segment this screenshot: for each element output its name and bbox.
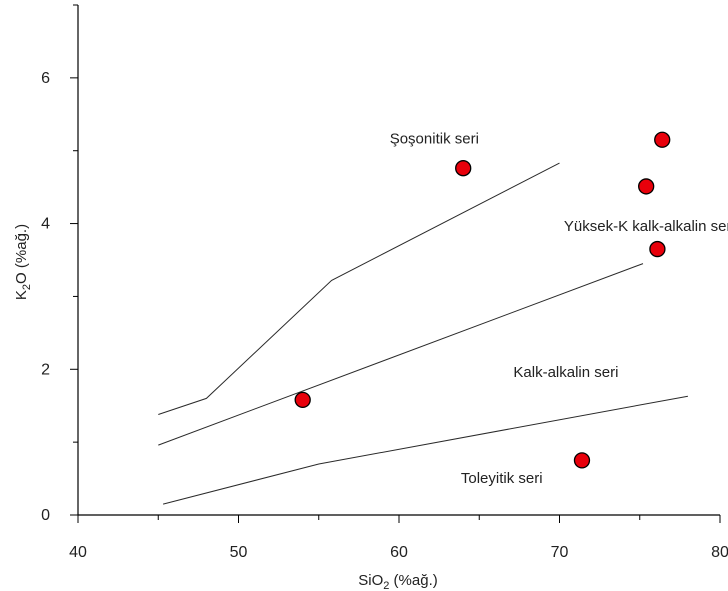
sample-point <box>638 178 655 195</box>
sample-point <box>573 452 591 469</box>
axes: 40 50 60 70 80 0 2 4 6 <box>41 4 728 561</box>
field-label: Yüksek-K kalk-alkalin seri <box>564 218 728 235</box>
y-tick-label: 4 <box>41 216 50 233</box>
x-tick-label: 80 <box>711 544 728 561</box>
sample-points <box>294 131 671 469</box>
series-boundary-lines <box>158 162 688 505</box>
y-tick-label: 6 <box>41 70 50 87</box>
sample-point <box>654 131 671 148</box>
sample-point <box>649 240 666 258</box>
x-tick-label: 50 <box>230 544 248 561</box>
y-tick-label: 0 <box>41 507 50 524</box>
x-tick-label: 60 <box>390 544 408 561</box>
field-labels: Şoşonitik seri Yüksek-K kalk-alkalin seri… <box>390 130 728 487</box>
series-boundary-line <box>158 263 644 446</box>
sample-point <box>455 160 472 177</box>
field-label: Kalk-alkalin seri <box>513 364 618 381</box>
field-label: Şoşonitik seri <box>390 130 479 147</box>
field-label: Toleyitik seri <box>461 470 543 487</box>
x-tick-label: 70 <box>551 544 569 561</box>
y-tick-label: 2 <box>41 361 50 378</box>
y-axis-title: K2O (%ağ.) <box>13 224 33 300</box>
x-tick-label: 40 <box>69 544 87 561</box>
series-boundary-line <box>162 395 688 505</box>
x-axis-title: SiO2 (%ağ.) <box>358 572 438 591</box>
series-boundary-line <box>158 162 560 415</box>
sample-point <box>294 391 311 409</box>
